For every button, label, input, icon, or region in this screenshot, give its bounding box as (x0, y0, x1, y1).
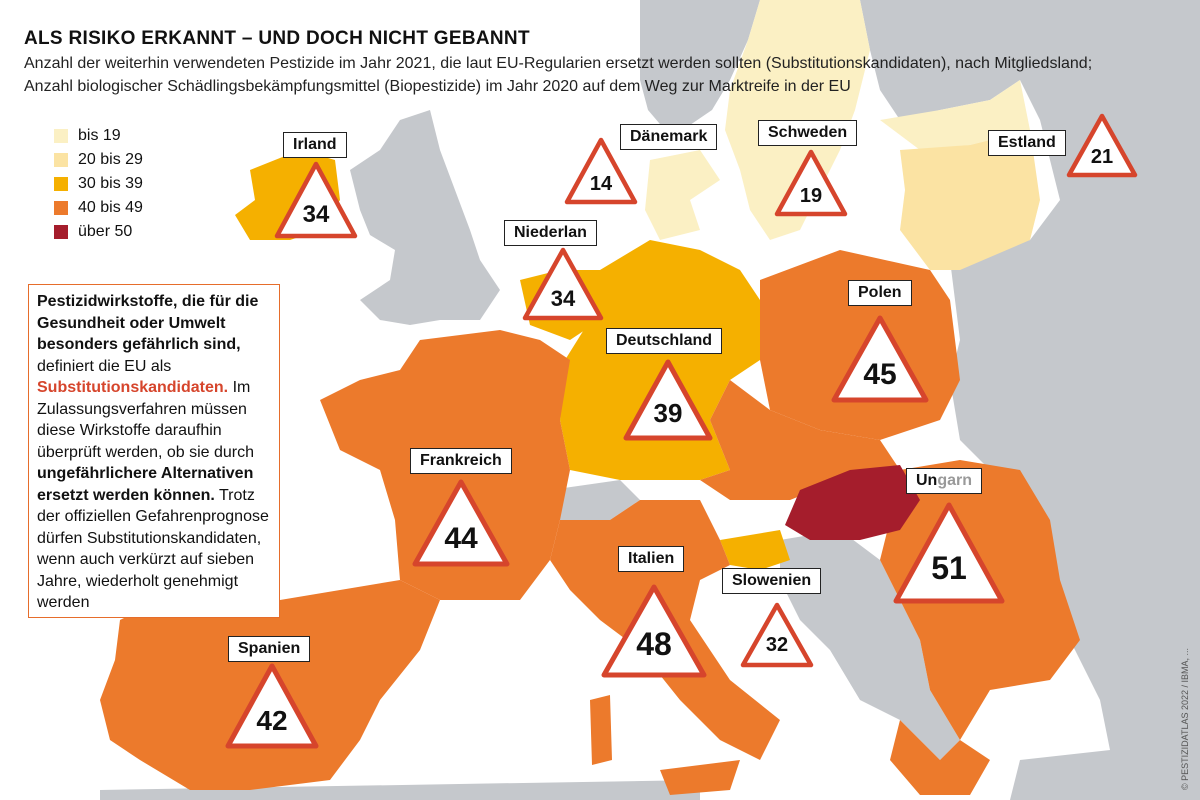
sign-value: 44 (444, 522, 478, 555)
legend-swatch (54, 153, 68, 167)
sign-value: 19 (800, 185, 822, 207)
region-sicily (660, 760, 740, 795)
warning-triangle-icon (831, 315, 929, 403)
sign-polen: 45 (831, 315, 929, 403)
sign-daenemark: 14 (564, 137, 638, 205)
label-niederlande: Niederlan (504, 220, 597, 246)
sign-value: 45 (863, 358, 896, 391)
label-spanien: Spanien (228, 636, 311, 662)
info-text-defines: definiert die EU als (37, 357, 172, 375)
info-bold-alternatives: ungefährlichere Alternativen ersetzt wer… (37, 465, 254, 504)
sign-value: 21 (1091, 146, 1113, 168)
warning-triangle-icon (774, 149, 848, 217)
legend-item: 40 bis 49 (54, 196, 143, 220)
sign-value: 32 (766, 634, 788, 656)
info-text-procedure: Im Zulassungsverfahren müssen diese Wirk… (37, 379, 255, 461)
sign-value: 14 (590, 173, 613, 195)
warning-triangle-icon (740, 602, 814, 668)
page-title: ALS RISIKO ERKANNT – UND DOCH NICHT GEBA… (24, 28, 530, 49)
legend-item: über 50 (54, 220, 143, 244)
label-italien: Italien (618, 546, 685, 572)
warning-triangle-icon (564, 137, 638, 205)
sign-irland: 34 (274, 161, 358, 239)
legend-label: 20 bis 29 (78, 151, 143, 168)
legend-swatch (54, 177, 68, 191)
credit-wrap: © PESTIZIDATLAS 2022 / IBMA, ... (1180, 648, 1190, 800)
label-deutschland: Deutschland (606, 328, 723, 354)
label-ungarn: Ungarn (906, 468, 982, 494)
label-ungarn-light: garn (937, 472, 972, 489)
legend-label: 40 bis 49 (78, 199, 143, 216)
label-irland: Irland (283, 132, 347, 158)
legend-item: 30 bis 39 (54, 172, 143, 196)
region-greece (890, 720, 990, 795)
warning-triangle-icon (601, 584, 707, 678)
sign-ungarn: 51 (893, 502, 1005, 604)
label-slowenien: Slowenien (722, 568, 822, 594)
sign-value: 39 (654, 398, 683, 428)
warning-triangle-icon (225, 663, 319, 749)
region-denmark (645, 150, 720, 240)
sign-schweden: 19 (774, 149, 848, 217)
label-schweden: Schweden (758, 120, 858, 146)
warning-triangle-icon (893, 502, 1005, 604)
sign-niederlande: 34 (522, 247, 604, 321)
legend-swatch (54, 129, 68, 143)
label-polen: Polen (848, 280, 912, 306)
label-daenemark: Dänemark (620, 124, 718, 150)
label-ungarn-dark: Un (916, 472, 938, 489)
sign-frankreich: 44 (412, 479, 510, 567)
sign-deutschland: 39 (623, 359, 713, 441)
legend: bis 19 20 bis 29 30 bis 39 40 bis 49 übe… (54, 124, 143, 244)
region-hungary (785, 465, 920, 540)
legend-swatch (54, 201, 68, 215)
warning-triangle-icon (274, 161, 358, 239)
legend-label: über 50 (78, 223, 133, 240)
sign-value: 42 (256, 705, 287, 736)
info-text-end: Trotz der offiziellen Gefahrenprognose d… (37, 486, 269, 612)
legend-swatch (54, 225, 68, 239)
legend-item: 20 bis 29 (54, 148, 143, 172)
sign-slowenien: 32 (740, 602, 814, 668)
sign-value: 48 (636, 626, 672, 662)
legend-label: bis 19 (78, 127, 121, 144)
region-sardinia (590, 695, 612, 765)
source-credit: © PESTIZIDATLAS 2022 / IBMA, ... (1180, 647, 1190, 790)
label-frankreich: Frankreich (410, 448, 512, 474)
sign-italien: 48 (601, 584, 707, 678)
info-box: Pestizidwirkstoffe, die für die Gesundhe… (28, 284, 280, 618)
info-highlight: Substitutionskandidaten. (37, 379, 229, 396)
warning-triangle-icon (412, 479, 510, 567)
non-eu-land (100, 0, 1200, 800)
info-bold-intro: Pestizidwirkstoffe, die für die Gesundhe… (37, 293, 259, 353)
label-estland: Estland (988, 130, 1066, 156)
region-baltics (900, 130, 1040, 270)
sign-estland: 21 (1066, 113, 1138, 178)
sign-value: 34 (303, 201, 330, 228)
region-slovenia (720, 530, 790, 570)
warning-triangle-icon (522, 247, 604, 321)
legend-label: 30 bis 39 (78, 175, 143, 192)
warning-triangle-icon (1066, 113, 1138, 178)
sign-value: 51 (931, 550, 967, 586)
page-subtitle: Anzahl der weiterhin verwendeten Pestizi… (24, 55, 1093, 95)
legend-item: bis 19 (54, 124, 143, 148)
warning-triangle-icon (623, 359, 713, 441)
sign-spanien: 42 (225, 663, 319, 749)
sign-value: 34 (551, 286, 576, 311)
